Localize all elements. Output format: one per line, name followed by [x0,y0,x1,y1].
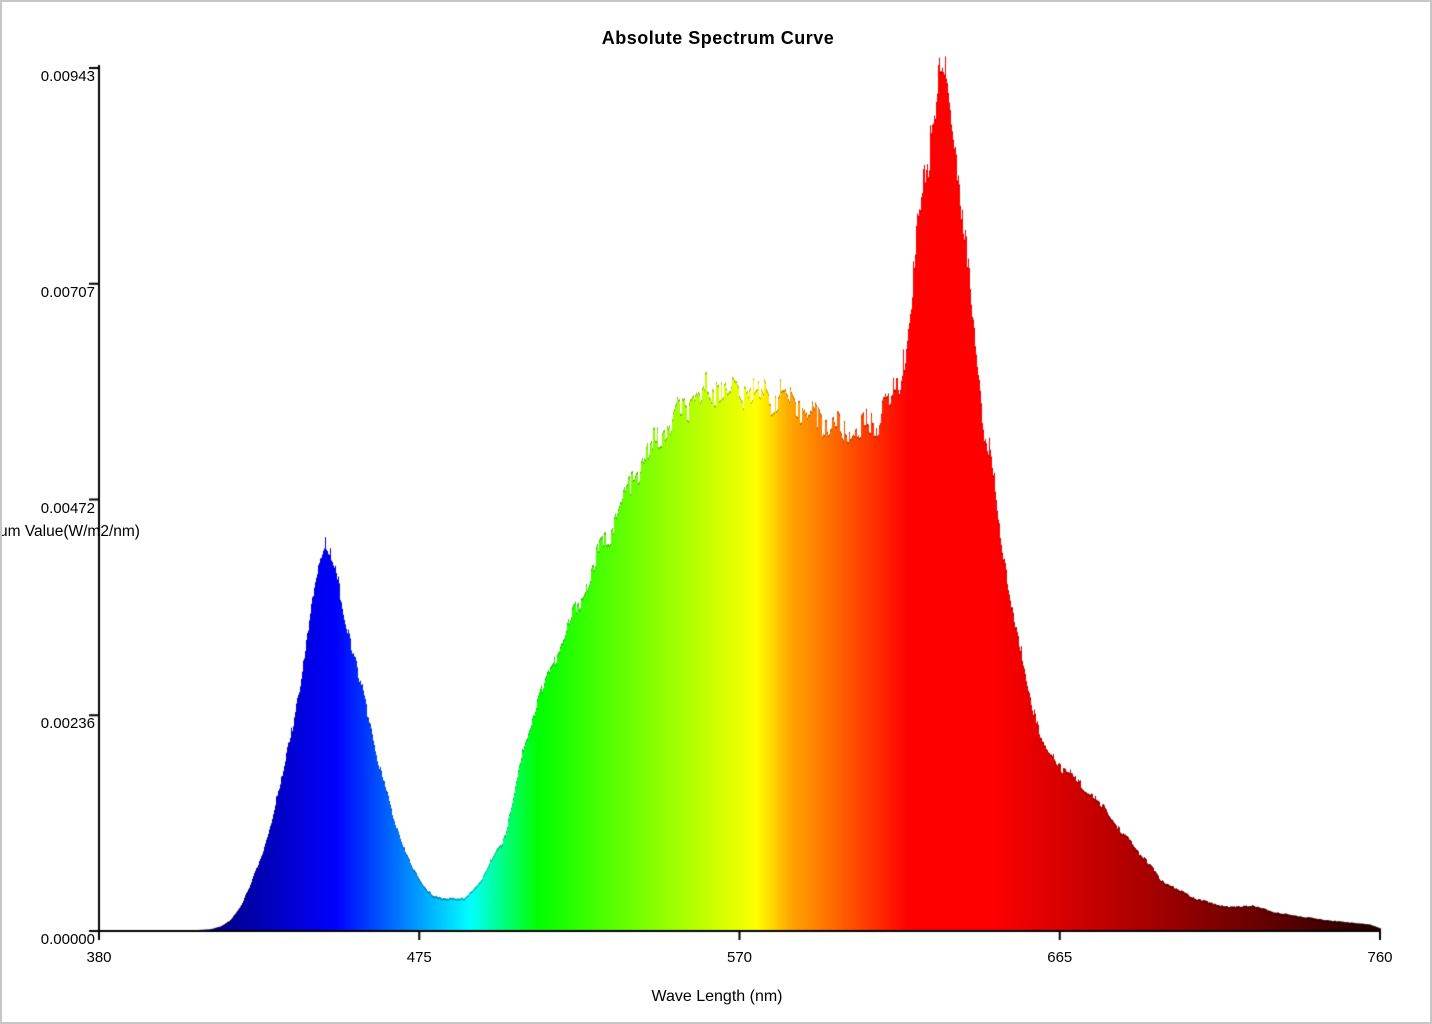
x-tick-label: 665 [1047,949,1073,966]
x-axis-title: Wave Length (nm) [651,988,783,1005]
chart-title: Absolute Spectrum Curve [601,28,835,48]
x-tick-label: 380 [86,949,112,966]
x-tick-label: 570 [726,949,753,966]
y-tick-label: 0.00472 [40,499,95,517]
y-tick-label: 0.00000 [40,931,95,948]
y-tick-label: 0.00943 [40,68,95,85]
x-tick-label: 760 [1367,949,1393,966]
y-axis-title: um Value(W/m2/nm) [0,523,140,540]
y-tick-label: 0.00707 [40,283,95,301]
x-tick-label: 475 [406,949,432,966]
y-tick-label: 0.00236 [40,715,95,733]
